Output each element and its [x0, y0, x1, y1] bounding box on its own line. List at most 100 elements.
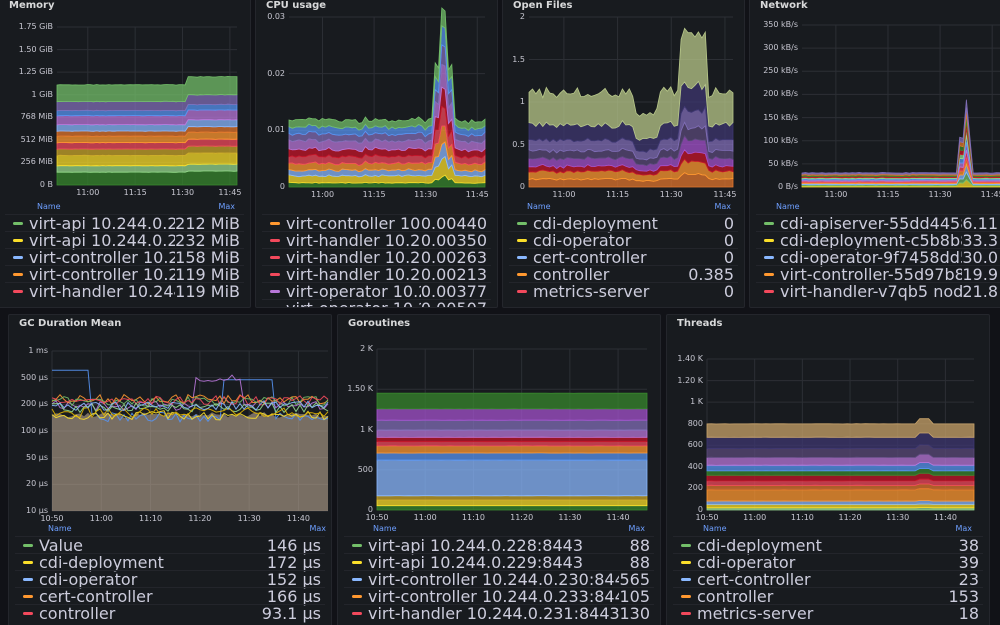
legend-item[interactable]: metrics-server 18 [673, 603, 983, 623]
legend-name-header[interactable]: Name [527, 202, 551, 211]
chart-plot[interactable] [288, 7, 486, 188]
legend-item[interactable]: virt-controller 10.244.0.230:8443 565 [344, 570, 654, 589]
chart-plot[interactable] [56, 26, 238, 186]
legend-item[interactable]: Value 146 µs [15, 536, 325, 555]
legend-item[interactable]: cdi-deployment 0 [509, 214, 738, 233]
legend-item[interactable]: virt-api 10.244.0.228:8443 88 [344, 536, 654, 555]
x-tick-label: 11:15 [876, 190, 900, 199]
legend-label: virt-api 10.244.0.228:8443 [29, 213, 175, 233]
legend-item[interactable]: controller 93.1 µs [15, 604, 325, 623]
legend-item[interactable]: cdi-operator 152 µs [15, 570, 325, 589]
legend-value-header[interactable]: Max [955, 524, 972, 533]
legend-item[interactable]: virt-controller 10.244.0.233:8443 105 [344, 586, 654, 606]
legend-name-header[interactable]: Name [776, 202, 800, 211]
panel-title[interactable]: Memory [9, 0, 55, 11]
series-area [376, 429, 648, 438]
y-tick-label: 500 [357, 464, 373, 474]
y-tick-label: 768 MiB [20, 112, 53, 122]
legend-swatch [681, 543, 691, 547]
y-tick-label: 0 B [39, 180, 53, 189]
x-tick-label: 11:30 [170, 188, 195, 197]
threads-panel: Threads 1.40 K 1.20 K 1 K 800 600 400 200 0 10:50… [666, 314, 990, 625]
legend-item[interactable]: cdi-deployment 38 [673, 536, 983, 555]
legend-item[interactable]: cert-controller 23 [673, 569, 983, 589]
chart-plot[interactable] [376, 348, 648, 511]
panel-title[interactable]: Threads [677, 318, 723, 329]
panel-title[interactable]: Goroutines [348, 318, 411, 329]
series-area [376, 499, 648, 507]
series-area [56, 170, 238, 186]
legend-item[interactable]: virt-handler 10.244.0.231:84430.00350 [262, 230, 491, 250]
series-area [376, 436, 648, 443]
legend-name-header[interactable]: Name [48, 524, 72, 533]
y-tick-label: 0.02 [267, 68, 285, 78]
legend-value-header[interactable]: Max [628, 524, 645, 533]
y-tick-label: 200 [687, 483, 703, 493]
legend-item[interactable]: virt-api 10.244.0.229:8443 88 [344, 553, 654, 572]
legend-item[interactable]: virt-controller-55d97b8bd8-ntn6m node119… [756, 265, 1000, 284]
legend-item[interactable]: cdi-deployment 172 µs [15, 553, 325, 572]
panel-title[interactable]: Network [760, 0, 808, 11]
legend-swatch [23, 611, 33, 615]
legend-value: 18 [958, 603, 979, 623]
legend-item[interactable]: virt-operator 10.244.0.236:84430.00507 [262, 299, 491, 307]
legend-value-header[interactable]: Max [218, 202, 235, 211]
y-tick-label: 1.40 K [677, 354, 703, 363]
legend-item[interactable]: cdi-apiserver-55dd4458c6-cgqsh node16.11 [756, 214, 1000, 233]
legend-value: 153 [948, 586, 979, 606]
chart-plot[interactable] [51, 350, 329, 512]
y-tick-label: 100 µs [20, 426, 48, 435]
legend-item[interactable]: virt-handler 10.244.0.231:8443119 MiB [5, 281, 244, 301]
y-tick-label: 0 [367, 505, 373, 514]
legend-item[interactable]: cdi-operator 39 [673, 553, 983, 572]
legend-item[interactable]: cdi-operator 0 [509, 231, 738, 250]
legend-item[interactable]: virt-operator 10.244.0.234:84430.00377 [262, 282, 491, 301]
legend-item[interactable]: metrics-server 0 [509, 282, 738, 301]
legend-item[interactable]: virt-handler 10.244.0.235:84430.00213 [262, 265, 491, 284]
legend-label: cert-controller [697, 569, 811, 589]
x-tick-label: 11:40 [286, 514, 310, 523]
legend-swatch [517, 255, 527, 259]
legend-item[interactable]: controller 153 [673, 586, 983, 606]
y-tick-label: 0.03 [267, 12, 285, 21]
panel-title[interactable]: CPU usage [266, 0, 327, 11]
legend-value: 0.00350 [420, 230, 487, 250]
legend-item[interactable]: cdi-deployment-c5b8b8969-kld2j node133.3 [756, 231, 1000, 250]
x-tick-label: 11:30 [886, 513, 910, 522]
x-tick-label: 11:45 [465, 190, 489, 199]
chart-plot[interactable] [528, 16, 734, 188]
memory-panel: Memory 1.75 GiB 1.50 GiB 1.25 GiB 1 GiB 768 M… [0, 0, 251, 308]
legend-value-header[interactable]: Max [714, 202, 731, 211]
series-area [52, 412, 328, 511]
panel-title[interactable]: Open Files [513, 0, 573, 11]
legend-item[interactable]: virt-handler 10.244.0.231:8443 130 [344, 604, 654, 623]
legend-item[interactable]: virt-controller 10.244.0.230:8443158 MiB [5, 248, 244, 267]
y-tick-label: 1.20 K [677, 375, 703, 385]
y-tick-label: 2 [519, 12, 525, 21]
legend-name-header[interactable]: Name [37, 202, 61, 211]
y-tick-label: 1 GiB [31, 89, 53, 99]
legend-item[interactable]: cert-controller 166 µs [15, 586, 325, 606]
legend-item[interactable]: cert-controller 0 [509, 247, 738, 267]
legend-item[interactable]: virt-controller 10.244.0.233:84430.00440 [262, 213, 491, 233]
legend-item[interactable]: virt-controller 10.244.0.233:8443119 MiB [5, 265, 244, 284]
x-tick-label: 11:10 [790, 513, 814, 522]
legend-value: 0 [723, 247, 734, 267]
legend-name-header[interactable]: Name [373, 524, 397, 533]
legend-swatch [270, 255, 280, 259]
chart-plot[interactable] [706, 358, 975, 511]
legend-label: virt-handler 10.244.0.231:8443 [29, 281, 175, 301]
panel-title[interactable]: GC Duration Mean [19, 318, 122, 329]
legend-value-header[interactable]: Max [309, 524, 326, 533]
legend-item[interactable]: virt-api 10.244.0.228:8443212 MiB [5, 213, 244, 233]
legend-item[interactable]: controller 0.385 [509, 265, 738, 284]
legend-item[interactable]: virt-handler-v7qb5 node121.8 [756, 282, 1000, 301]
legend-item[interactable]: cdi-operator-9f7458dd5-52nxn node130.0 [756, 248, 1000, 267]
chart-plot[interactable] [801, 24, 1000, 188]
legend-item[interactable]: virt-api 10.244.0.229:8443232 MiB [5, 231, 244, 250]
legend-name-header[interactable]: Name [703, 524, 727, 533]
legend-value: 166 µs [266, 586, 321, 606]
legend-item[interactable]: virt-handler 10.244.0.232:84430.00263 [262, 248, 491, 267]
legend-label: virt-controller 10.244.0.233:8443 [368, 586, 620, 606]
legend-value: 0.00440 [420, 213, 487, 233]
